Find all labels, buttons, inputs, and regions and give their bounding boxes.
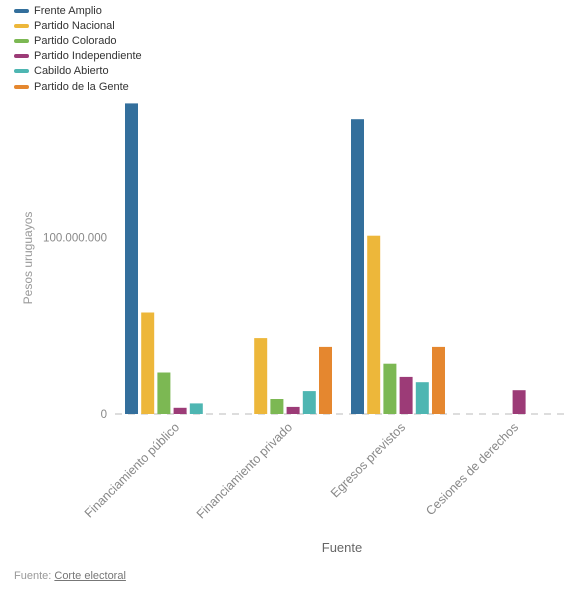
legend-label: Partido Colorado: [34, 34, 117, 47]
legend-label: Partido Nacional: [34, 19, 115, 32]
legend-swatch: [14, 38, 29, 43]
bar: [399, 376, 413, 414]
x-category-label: Financiamiento público: [82, 420, 182, 520]
bar: [512, 390, 526, 414]
legend-swatch: [14, 23, 29, 28]
bar: [141, 312, 155, 414]
bar: [432, 346, 445, 414]
legend-swatch: [14, 8, 29, 13]
x-category-label: Financiamiento privado: [194, 420, 295, 521]
legend-swatch: [14, 84, 29, 89]
x-category-label: Cesiones de derechos: [423, 420, 521, 518]
bar: [415, 382, 429, 414]
x-axis-title: Fuente: [322, 540, 362, 555]
bar: [173, 407, 187, 414]
legend-label: Cabildo Abierto: [34, 65, 109, 78]
bar: [302, 391, 316, 414]
source-prefix: Fuente:: [14, 570, 52, 582]
source-note: Fuente: Corte electoral: [14, 570, 126, 582]
legend-item[interactable]: Cabildo Abierto: [14, 64, 142, 79]
y-axis-title: Pesos uruguayos: [21, 212, 35, 305]
bar: [157, 372, 171, 414]
legend-label: Partido de la Gente: [34, 80, 129, 93]
bar: [254, 338, 268, 414]
bar: [270, 399, 284, 414]
bar: [286, 406, 300, 414]
source-link[interactable]: Corte electoral: [54, 570, 126, 582]
legend-item[interactable]: Frente Amplio: [14, 3, 142, 18]
x-category-label: Egresos previstos: [328, 420, 408, 500]
y-tick-label: 0: [101, 409, 107, 421]
chart-legend: Frente Amplio Partido Nacional Partido Col…: [14, 3, 142, 94]
bar: [319, 346, 332, 414]
bar: [351, 119, 364, 414]
legend-item[interactable]: Partido Colorado: [14, 33, 142, 48]
legend-label: Frente Amplio: [34, 4, 102, 17]
bar: [367, 235, 381, 414]
legend-item[interactable]: Partido de la Gente: [14, 79, 142, 94]
y-tick-label: 100.000.000: [43, 233, 107, 245]
bar: [383, 363, 397, 414]
bar: [125, 103, 138, 415]
legend-swatch: [14, 69, 29, 74]
legend-item[interactable]: Partido Independiente: [14, 49, 142, 64]
legend-item[interactable]: Partido Nacional: [14, 18, 142, 33]
legend-label: Partido Independiente: [34, 50, 142, 63]
legend-swatch: [14, 54, 29, 59]
bar: [189, 403, 203, 414]
